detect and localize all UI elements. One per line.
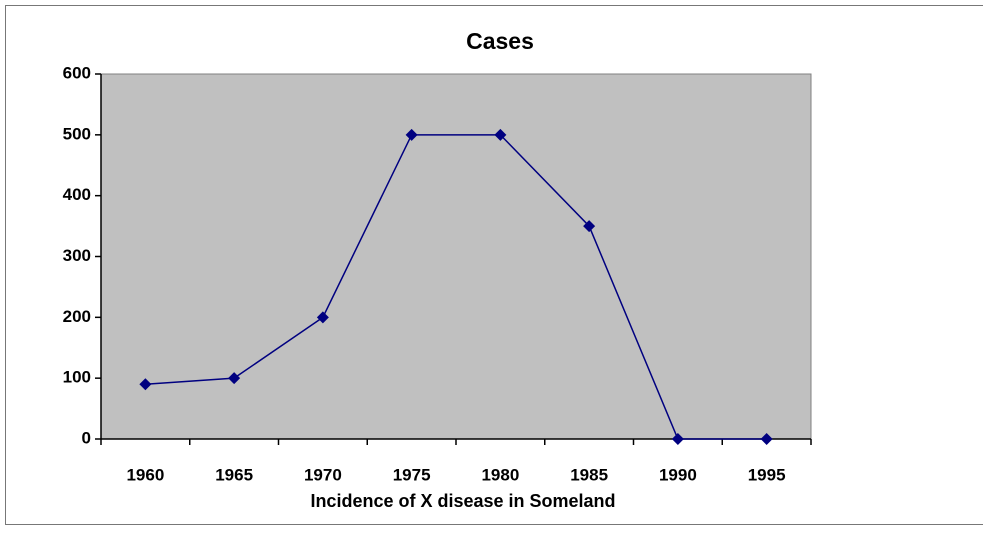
y-tick-label: 200: [63, 307, 91, 326]
plot-area: [101, 74, 811, 439]
y-tick-label: 300: [63, 246, 91, 265]
y-tick-label: 0: [82, 428, 91, 447]
y-tick-label: 100: [63, 368, 91, 387]
x-tick-label: 1970: [304, 465, 342, 484]
y-tick-label: 500: [63, 124, 91, 143]
x-tick-label: 1990: [659, 465, 697, 484]
chart-title: Cases: [466, 28, 534, 54]
y-tick-label: 600: [63, 63, 91, 82]
x-axis-label: Incidence of X disease in Someland: [310, 491, 615, 511]
x-tick-label: 1975: [393, 465, 431, 484]
x-tick-label: 1980: [481, 465, 519, 484]
x-tick-label: 1965: [215, 465, 253, 484]
y-tick-label: 400: [63, 185, 91, 204]
x-tick-label: 1995: [748, 465, 786, 484]
x-tick-label: 1960: [126, 465, 164, 484]
x-tick-label: 1985: [570, 465, 608, 484]
